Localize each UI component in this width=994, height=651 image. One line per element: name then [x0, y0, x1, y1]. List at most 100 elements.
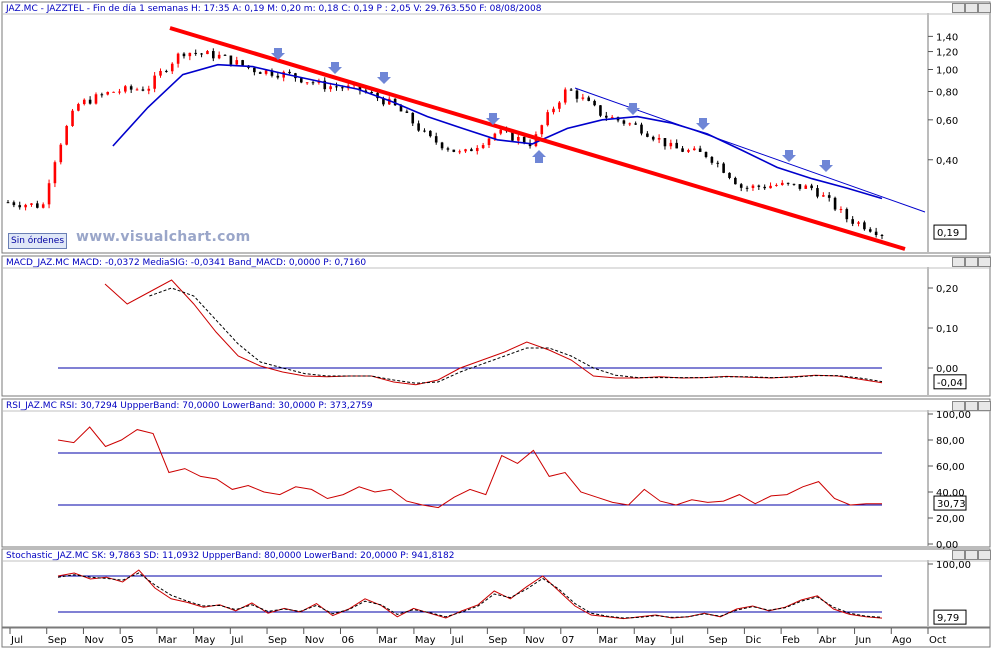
price-tick-label: 0,40 [936, 156, 958, 167]
candle-body [569, 89, 573, 91]
candle-body [511, 131, 514, 141]
candle-body [335, 86, 338, 88]
candle-body [53, 162, 57, 184]
candle-body [182, 53, 186, 57]
candle-body [129, 86, 133, 90]
candle-body [745, 187, 749, 189]
candle-body [417, 123, 420, 131]
down-arrow-marker [377, 72, 391, 84]
candle-body [188, 52, 192, 57]
candle-body [470, 149, 473, 152]
time-tick-label: Nov [305, 635, 325, 646]
candle-body [464, 149, 467, 152]
rsi-last-value-box [933, 495, 967, 511]
candle-body [411, 112, 415, 124]
candle-body [681, 148, 684, 152]
candle-body [258, 72, 262, 74]
moving-average-line [112, 63, 883, 200]
candle-body [423, 130, 426, 132]
candle-body [751, 185, 755, 188]
candle-body [528, 142, 532, 147]
stoch-plot [57, 569, 883, 620]
candle-body [599, 105, 602, 116]
down-arrow-marker [486, 113, 500, 125]
time-tick-label: Mar [599, 635, 619, 646]
candle-body [769, 185, 772, 189]
candle-body [135, 89, 139, 91]
time-tick-label: May [195, 635, 216, 646]
candle-body [18, 205, 22, 208]
stoch-maximize-button[interactable] [965, 550, 978, 560]
candle-body [728, 172, 731, 178]
candle-body [763, 186, 766, 189]
candle-body [587, 97, 591, 101]
candle-body [358, 84, 362, 91]
candle-body [452, 149, 456, 152]
stoch-last-value-box [933, 609, 967, 625]
candle-body [669, 142, 673, 147]
candle-body [311, 82, 315, 84]
candle-body [376, 92, 379, 99]
rsi-minimize-button[interactable] [952, 401, 965, 411]
macd-close-button[interactable] [978, 257, 991, 267]
candle-body [276, 75, 280, 78]
macd-tick-label: 0,10 [936, 324, 958, 335]
rsi-tick-label: 80,00 [936, 436, 965, 447]
orders-button[interactable]: Sin órdenes [8, 233, 68, 249]
stoch-sk-line [57, 569, 883, 620]
candle-body [593, 100, 596, 106]
macd-header: MACD_JAZ.MC MACD: -0,0372 MediaSIG: -0,0… [6, 258, 366, 268]
candle-body [687, 150, 690, 152]
candle-body [780, 182, 784, 185]
candle-body [563, 89, 567, 103]
macd-minimize-button[interactable] [952, 257, 965, 267]
candle-body [229, 55, 233, 65]
rsi-maximize-button[interactable] [965, 401, 978, 411]
stoch-minimize-button[interactable] [952, 550, 965, 560]
rsi-close-button[interactable] [978, 401, 991, 411]
candle-body [147, 88, 151, 91]
macd-maximize-button[interactable] [965, 257, 978, 267]
candle-body [217, 54, 221, 59]
stoch-close-button[interactable] [978, 550, 991, 560]
candle-body [305, 82, 309, 84]
down-arrow-marker [782, 150, 796, 162]
candle-body [816, 188, 819, 197]
candle-body [118, 91, 121, 93]
candle-body [734, 177, 737, 185]
candle-body [194, 52, 198, 54]
candle-body [552, 108, 555, 113]
maximize-button[interactable] [965, 3, 978, 13]
candle-body [288, 71, 291, 74]
candle-body [851, 219, 854, 224]
candle-body [141, 89, 145, 91]
candle-body [575, 90, 579, 99]
close-button[interactable] [978, 3, 991, 13]
candle-body [481, 145, 485, 148]
down-arrow-marker [696, 118, 710, 130]
down-arrow-marker [271, 48, 285, 60]
stoch-panel-frame [1, 548, 991, 628]
price-tick-label: 1,00 [936, 66, 958, 77]
time-tick-label: Sep [268, 635, 287, 646]
candle-body [212, 51, 215, 59]
candle-body [863, 222, 866, 230]
candle-body [716, 162, 720, 164]
rsi-tick-label: 20,00 [936, 514, 965, 525]
down-arrow-marker [626, 103, 640, 115]
stoch-header: Stochastic_JAZ.MC SK: 9,7863 SD: 11,0932… [6, 551, 455, 561]
time-tick-label: 07 [562, 635, 575, 646]
candle-body [253, 67, 256, 73]
candle-body [429, 130, 432, 137]
candle-body [804, 185, 808, 189]
rsi-line [57, 426, 882, 509]
candle-body [540, 125, 544, 135]
candle-body [112, 91, 115, 93]
candle-body [30, 203, 33, 205]
price-last-value-box [933, 224, 967, 240]
time-tick-label: Mar [378, 635, 398, 646]
minimize-button[interactable] [952, 3, 965, 13]
price-tick-label: 0,80 [936, 87, 958, 98]
candle-body [546, 112, 549, 126]
